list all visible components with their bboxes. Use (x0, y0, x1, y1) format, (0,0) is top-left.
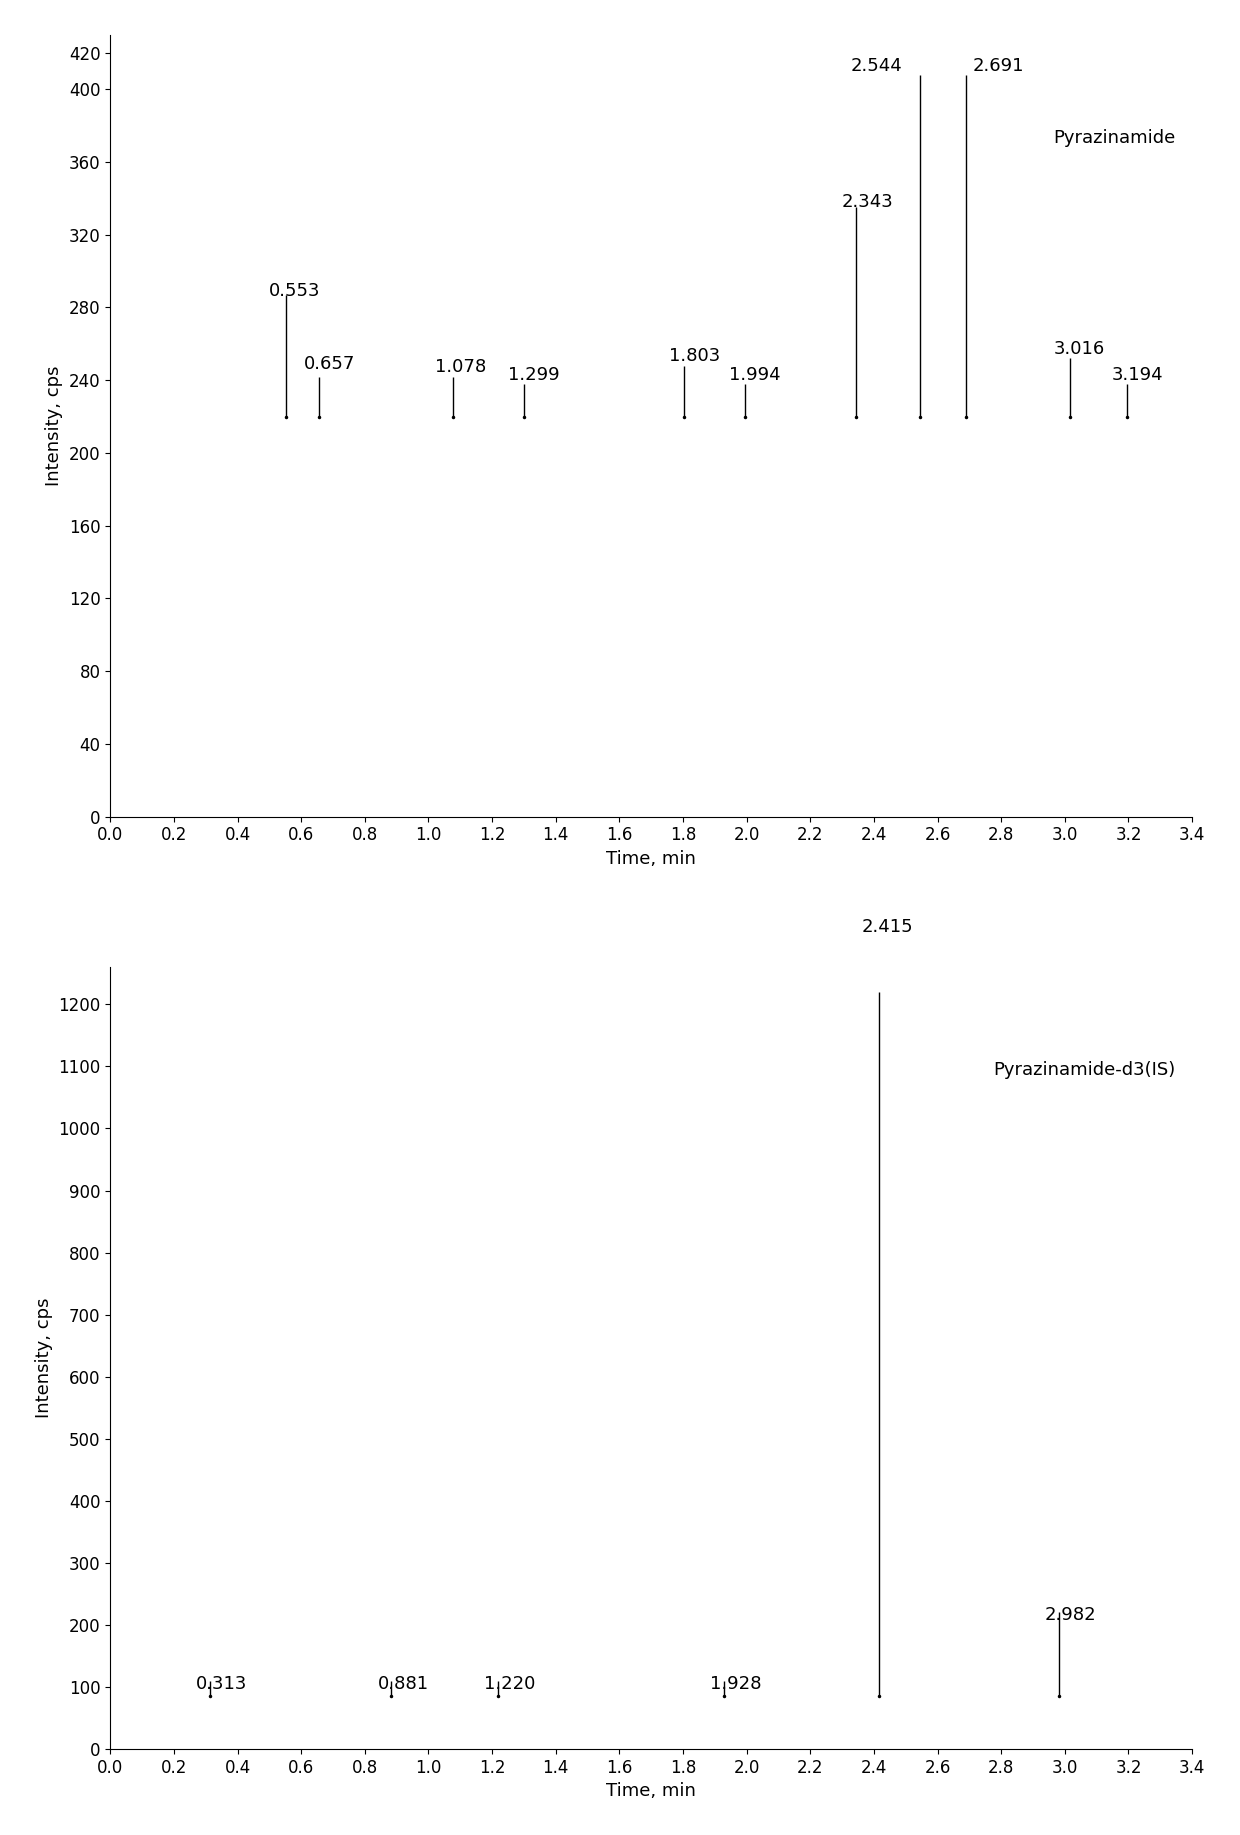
Text: 2.415: 2.415 (861, 918, 913, 936)
Text: 2.343: 2.343 (842, 193, 894, 211)
Text: 3.194: 3.194 (1112, 365, 1163, 384)
Text: 2.691: 2.691 (972, 57, 1024, 75)
Text: 1.803: 1.803 (668, 347, 720, 365)
Text: 1.928: 1.928 (711, 1675, 761, 1692)
Text: 0.553: 0.553 (269, 283, 321, 299)
Text: 0.657: 0.657 (304, 354, 356, 373)
Text: Pyrazinamide: Pyrazinamide (1054, 128, 1176, 147)
X-axis label: Time, min: Time, min (606, 850, 696, 868)
Text: 1.994: 1.994 (729, 365, 781, 384)
Text: 1.220: 1.220 (484, 1675, 536, 1692)
Text: 1.078: 1.078 (435, 358, 486, 376)
Text: 0.313: 0.313 (196, 1675, 248, 1692)
Text: 2.544: 2.544 (851, 57, 903, 75)
Text: 1.299: 1.299 (508, 365, 559, 384)
Text: 3.016: 3.016 (1054, 339, 1105, 358)
Y-axis label: Intensity, cps: Intensity, cps (45, 365, 63, 486)
Y-axis label: Intensity, cps: Intensity, cps (35, 1297, 53, 1418)
Text: 0.881: 0.881 (377, 1675, 429, 1692)
Text: 2.982: 2.982 (1044, 1606, 1096, 1624)
X-axis label: Time, min: Time, min (606, 1782, 696, 1800)
Text: Pyrazinamide-d3(IS): Pyrazinamide-d3(IS) (993, 1061, 1176, 1079)
